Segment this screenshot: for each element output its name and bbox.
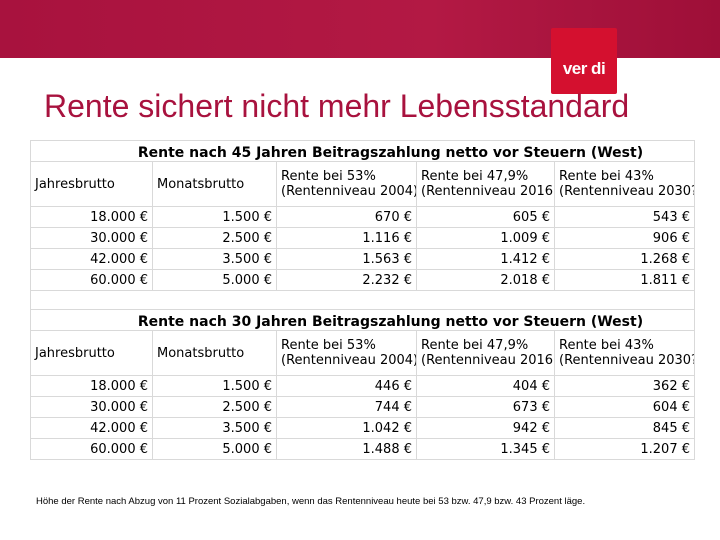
- slide-title: Rente sichert nicht mehr Lebensstandard: [44, 88, 630, 124]
- cell-monatsbrutto: 1.500 €: [152, 375, 277, 397]
- cell-rente-47-9: 605 €: [416, 206, 555, 228]
- header-rente-47-9-line1: Rente bei 47,9%: [421, 338, 529, 353]
- table-row: 30.000 € 2.500 € 1.116 € 1.009 € 906 €: [30, 227, 695, 249]
- header-rente-43: Rente bei 43% (Rentenniveau 2030?): [554, 330, 695, 376]
- spacer-row: [30, 290, 695, 310]
- header-rente-47-9: Rente bei 47,9% (Rentenniveau 2016): [416, 330, 555, 376]
- section-2-title-cell: Rente nach 30 Jahren Beitragszahlung net…: [30, 309, 695, 331]
- header-jahresbrutto: Jahresbrutto: [30, 161, 153, 207]
- table-row: 18.000 € 1.500 € 446 € 404 € 362 €: [30, 375, 695, 397]
- cell-rente-43: 543 €: [554, 206, 695, 228]
- cell-monatsbrutto: 2.500 €: [152, 396, 277, 418]
- cell-rente-53: 1.488 €: [276, 438, 417, 460]
- cell-rente-47-9: 673 €: [416, 396, 555, 418]
- cell-rente-53: 2.232 €: [276, 269, 417, 291]
- header-jahresbrutto: Jahresbrutto: [30, 330, 153, 376]
- table-row: 42.000 € 3.500 € 1.563 € 1.412 € 1.268 €: [30, 248, 695, 270]
- header-rente-53-line1: Rente bei 53%: [281, 338, 376, 353]
- header-rente-43-line2: (Rentenniveau 2030?): [559, 353, 695, 368]
- table-row: 42.000 € 3.500 € 1.042 € 942 € 845 €: [30, 417, 695, 439]
- header-monatsbrutto: Monatsbrutto: [152, 161, 277, 207]
- cell-jahresbrutto: 30.000 €: [30, 227, 153, 249]
- cell-rente-43: 1.207 €: [554, 438, 695, 460]
- header-rente-43-line2: (Rentenniveau 2030?): [559, 184, 695, 199]
- cell-jahresbrutto: 42.000 €: [30, 417, 153, 439]
- cell-rente-53: 670 €: [276, 206, 417, 228]
- header-rente-43-line1: Rente bei 43%: [559, 338, 654, 353]
- header-rente-43-line1: Rente bei 43%: [559, 169, 654, 184]
- cell-rente-47-9: 404 €: [416, 375, 555, 397]
- header-rente-53-line1: Rente bei 53%: [281, 169, 376, 184]
- table-row: 60.000 € 5.000 € 2.232 € 2.018 € 1.811 €: [30, 269, 695, 291]
- cell-rente-43: 1.811 €: [554, 269, 695, 291]
- header-rente-53-line2: (Rentenniveau 2004): [281, 184, 417, 199]
- table-row: 60.000 € 5.000 € 1.488 € 1.345 € 1.207 €: [30, 438, 695, 460]
- cell-rente-53: 744 €: [276, 396, 417, 418]
- cell-rente-47-9: 2.018 €: [416, 269, 555, 291]
- cell-jahresbrutto: 60.000 €: [30, 438, 153, 460]
- cell-jahresbrutto: 18.000 €: [30, 206, 153, 228]
- table-row: 30.000 € 2.500 € 744 € 673 € 604 €: [30, 396, 695, 418]
- cell-jahresbrutto: 60.000 €: [30, 269, 153, 291]
- cell-rente-43: 845 €: [554, 417, 695, 439]
- header-rente-47-9-line2: (Rentenniveau 2016): [421, 184, 555, 199]
- logo-text: ver di: [562, 59, 606, 78]
- cell-jahresbrutto: 42.000 €: [30, 248, 153, 270]
- cell-monatsbrutto: 2.500 €: [152, 227, 277, 249]
- table-row: 18.000 € 1.500 € 670 € 605 € 543 €: [30, 206, 695, 228]
- cell-monatsbrutto: 5.000 €: [152, 438, 277, 460]
- section-1-title: Rente nach 45 Jahren Beitragszahlung net…: [137, 145, 644, 161]
- section-2-title: Rente nach 30 Jahren Beitragszahlung net…: [137, 314, 644, 330]
- cell-monatsbrutto: 1.500 €: [152, 206, 277, 228]
- cell-rente-43: 604 €: [554, 396, 695, 418]
- header-rente-47-9-line2: (Rentenniveau 2016): [421, 353, 555, 368]
- cell-rente-53: 1.116 €: [276, 227, 417, 249]
- cell-rente-53: 1.042 €: [276, 417, 417, 439]
- header-monatsbrutto: Monatsbrutto: [152, 330, 277, 376]
- cell-rente-43: 362 €: [554, 375, 695, 397]
- cell-rente-47-9: 942 €: [416, 417, 555, 439]
- section-title-row: Rente nach 45 Jahren Beitragszahlung net…: [30, 140, 695, 162]
- header-rente-47-9: Rente bei 47,9% (Rentenniveau 2016): [416, 161, 555, 207]
- header-rente-47-9-line1: Rente bei 47,9%: [421, 169, 529, 184]
- cell-rente-47-9: 1.345 €: [416, 438, 555, 460]
- pension-table-container: Rente nach 45 Jahren Beitragszahlung net…: [30, 140, 695, 460]
- header-rente-43: Rente bei 43% (Rentenniveau 2030?): [554, 161, 695, 207]
- cell-monatsbrutto: 5.000 €: [152, 269, 277, 291]
- verdi-logo: ver di: [551, 28, 617, 94]
- spacer-cell: [30, 290, 695, 310]
- cell-rente-53: 446 €: [276, 375, 417, 397]
- header-row: Jahresbrutto Monatsbrutto Rente bei 53% …: [30, 330, 695, 376]
- cell-monatsbrutto: 3.500 €: [152, 417, 277, 439]
- cell-monatsbrutto: 3.500 €: [152, 248, 277, 270]
- cell-rente-47-9: 1.009 €: [416, 227, 555, 249]
- cell-rente-47-9: 1.412 €: [416, 248, 555, 270]
- cell-rente-53: 1.563 €: [276, 248, 417, 270]
- header-rente-53-line2: (Rentenniveau 2004): [281, 353, 417, 368]
- footnote: Höhe der Rente nach Abzug von 11 Prozent…: [36, 496, 586, 507]
- header-rente-53: Rente bei 53% (Rentenniveau 2004): [276, 330, 417, 376]
- section-title-row: Rente nach 30 Jahren Beitragszahlung net…: [30, 309, 695, 331]
- section-1-title-cell: Rente nach 45 Jahren Beitragszahlung net…: [30, 140, 695, 162]
- pension-table: Rente nach 45 Jahren Beitragszahlung net…: [30, 140, 695, 460]
- cell-jahresbrutto: 30.000 €: [30, 396, 153, 418]
- cell-rente-43: 906 €: [554, 227, 695, 249]
- header-rente-53: Rente bei 53% (Rentenniveau 2004): [276, 161, 417, 207]
- cell-jahresbrutto: 18.000 €: [30, 375, 153, 397]
- header-row: Jahresbrutto Monatsbrutto Rente bei 53% …: [30, 161, 695, 207]
- cell-rente-43: 1.268 €: [554, 248, 695, 270]
